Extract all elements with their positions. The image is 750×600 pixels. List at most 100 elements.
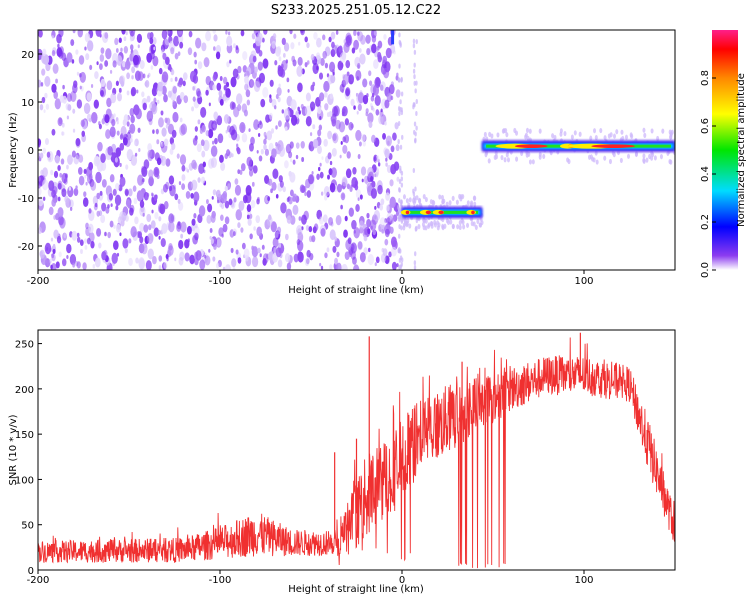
noise-blob: [72, 262, 76, 268]
noise-blob: [366, 47, 371, 56]
noise-blob: [295, 142, 300, 149]
colorbar-gradient: [712, 30, 738, 270]
noise-blob: [289, 189, 294, 197]
noise-blob: [130, 154, 138, 166]
noise-blob: [137, 127, 141, 133]
noise-blob: [167, 90, 172, 98]
noise-blob: [350, 123, 354, 129]
halo-blob: [669, 159, 673, 165]
noise-blob: [80, 119, 85, 128]
noise-blob: [271, 40, 277, 49]
noise-blob: [312, 138, 319, 149]
noise-blob: [361, 178, 364, 183]
noise-blob: [38, 138, 42, 146]
noise-blob: [178, 30, 183, 35]
noise-blob: [351, 47, 356, 54]
noise-blob: [358, 141, 362, 147]
y-tick-label: 20: [21, 50, 34, 61]
halo-blob: [405, 198, 409, 204]
noise-blob: [413, 129, 416, 135]
noise-blob: [45, 103, 50, 110]
noise-blob: [220, 162, 226, 171]
noise-blob: [372, 84, 380, 96]
noise-blob: [269, 97, 273, 104]
noise-blob: [278, 56, 282, 62]
noise-blob: [176, 223, 182, 232]
y-tick-label: 10: [21, 98, 34, 109]
noise-blob: [136, 190, 144, 202]
noise-blob: [220, 192, 227, 204]
noise-blob: [398, 233, 401, 239]
noise-blob: [179, 117, 183, 123]
halo-blob: [459, 194, 463, 200]
noise-blob: [52, 63, 59, 74]
noise-blob: [194, 232, 199, 241]
noise-blob: [100, 89, 104, 97]
noise-blob: [388, 251, 392, 258]
noise-blob: [359, 53, 366, 65]
noise-blob: [168, 221, 175, 233]
noise-blob: [315, 52, 321, 60]
noise-blob: [397, 106, 401, 112]
noise-blob: [66, 52, 73, 63]
noise-blob: [163, 261, 168, 270]
chart-title: S233.2025.251.05.12.C22: [271, 3, 441, 18]
noise-blob: [129, 36, 133, 42]
noise-blob: [55, 261, 60, 269]
halo-blob: [603, 155, 607, 161]
noise-blob: [98, 63, 103, 70]
noise-blob: [261, 244, 265, 250]
noise-blob: [290, 42, 295, 50]
noise-blob: [149, 103, 152, 109]
snr-y-label: SNR (10 * v/v): [8, 414, 19, 485]
halo-blob: [441, 199, 445, 205]
noise-blob: [122, 61, 126, 68]
noise-blob: [355, 189, 362, 199]
noise-blob: [130, 44, 134, 51]
halo-blob: [405, 220, 409, 226]
noise-blob: [401, 134, 404, 140]
noise-blob: [100, 78, 106, 87]
noise-blob: [115, 205, 119, 211]
noise-blob: [161, 30, 168, 40]
noise-blob: [383, 67, 390, 79]
noise-blob: [66, 93, 73, 102]
noise-blob: [158, 216, 162, 222]
noise-blob: [328, 110, 333, 118]
noise-blob: [305, 116, 312, 127]
noise-blob: [395, 89, 401, 98]
x-tick-label: -200: [27, 575, 50, 586]
noise-blob: [361, 133, 366, 142]
noise-blob: [348, 207, 354, 217]
noise-blob: [344, 251, 350, 261]
noise-blob: [39, 249, 45, 259]
noise-blob: [398, 187, 401, 193]
halo-blob: [502, 127, 506, 134]
noise-blob: [158, 117, 164, 128]
noise-blob: [148, 176, 154, 187]
noise-blob: [270, 188, 273, 194]
noise-blob: [161, 223, 168, 234]
noise-blob: [247, 218, 252, 226]
noise-blob: [254, 66, 258, 73]
noise-blob: [116, 120, 119, 125]
noise-blob: [180, 233, 184, 239]
halo-blob: [563, 130, 567, 137]
noise-blob: [241, 103, 248, 113]
noise-blob: [104, 231, 107, 237]
noise-blob: [53, 229, 59, 239]
noise-blob: [246, 156, 253, 167]
noise-blob: [306, 249, 311, 258]
noise-blob: [154, 212, 159, 220]
noise-blob: [272, 33, 277, 40]
noise-blob: [85, 181, 88, 186]
noise-blob: [119, 162, 122, 167]
noise-blob: [219, 98, 224, 106]
noise-blob: [174, 257, 177, 262]
noise-blob: [391, 261, 397, 270]
snr-x-axis: -200 -100 0 100: [27, 570, 594, 586]
noise-blob: [320, 227, 326, 237]
halo-blob: [645, 157, 649, 163]
halo-blob: [445, 218, 449, 224]
noise-blob: [413, 49, 417, 55]
